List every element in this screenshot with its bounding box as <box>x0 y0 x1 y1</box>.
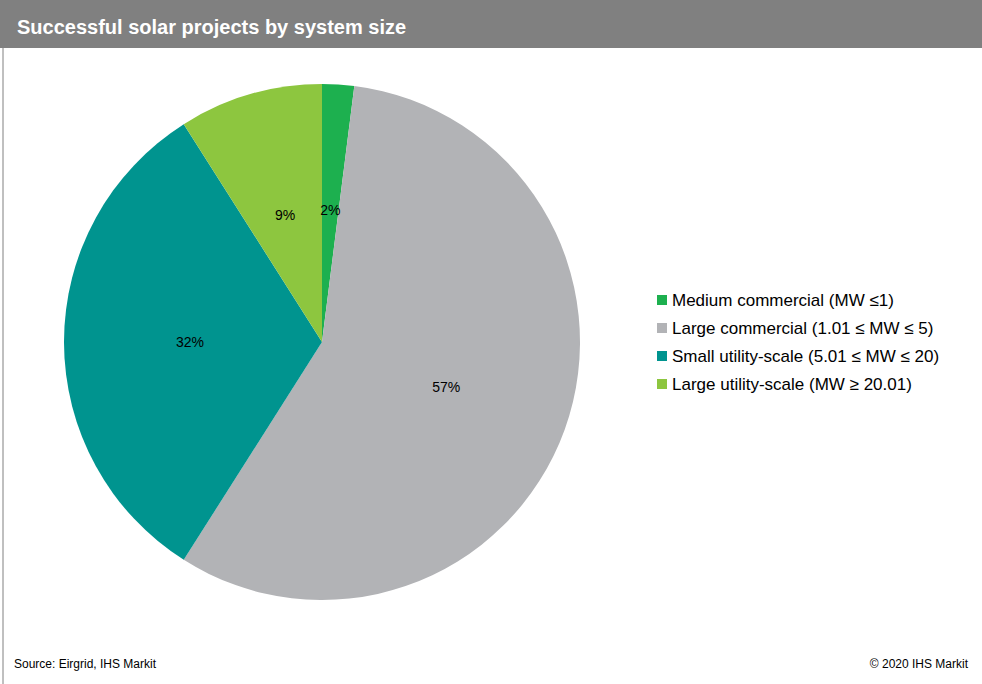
svg-text:Medium commercial (MW ≤1): Medium commercial (MW ≤1) <box>672 291 894 310</box>
svg-text:9%: 9% <box>275 207 295 223</box>
svg-text:Large commercial (1.01 ≤ MW ≤: Large commercial (1.01 ≤ MW ≤ 5) <box>672 319 933 338</box>
svg-text:Large utility-scale (MW ≥ 20.0: Large utility-scale (MW ≥ 20.01) <box>672 375 912 394</box>
svg-text:32%: 32% <box>176 334 204 350</box>
svg-text:Successful solar projects by s: Successful solar projects by system size <box>17 16 406 38</box>
svg-text:Small utility-scale (5.01 ≤ MW: Small utility-scale (5.01 ≤ MW ≤ 20) <box>672 347 939 366</box>
svg-text:2%: 2% <box>320 202 340 218</box>
svg-text:57%: 57% <box>432 379 460 395</box>
svg-text:Source: Eirgrid, IHS Markit: Source: Eirgrid, IHS Markit <box>14 657 157 671</box>
svg-text:© 2020 IHS Markit: © 2020 IHS Markit <box>870 657 969 671</box>
